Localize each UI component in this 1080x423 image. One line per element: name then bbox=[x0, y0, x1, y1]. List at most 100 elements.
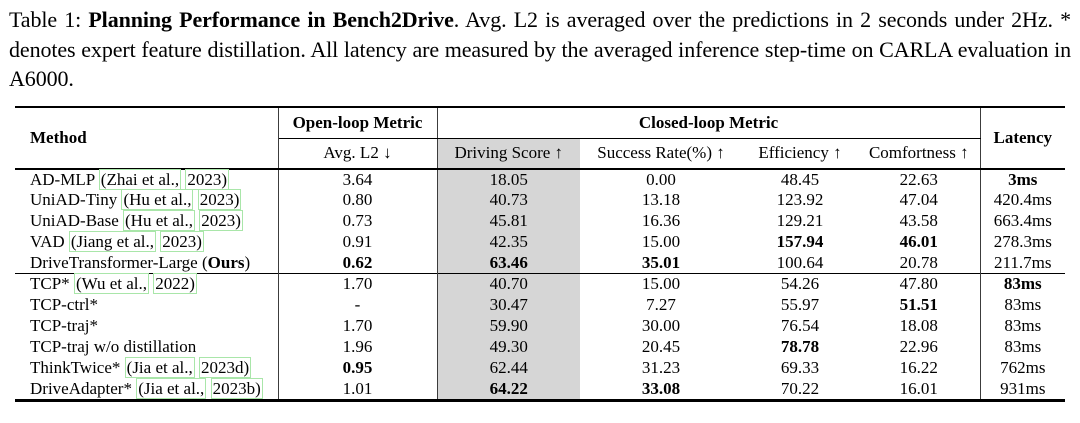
table-row: VAD (Jiang et al., 2023) 0.91 42.35 15.00 15… bbox=[15, 231, 1066, 253]
method-cell: TCP* (Wu et al., 2022) bbox=[15, 273, 279, 295]
value-cell: 15.00 bbox=[641, 274, 681, 294]
table-row: TCP* (Wu et al., 2022) 1.70 40.70 15.00 54.2… bbox=[15, 273, 1066, 295]
citation-link[interactable]: 2023b) bbox=[210, 377, 263, 399]
value-cell: 0.62 bbox=[278, 252, 438, 274]
table-row: AD-MLP (Zhai et al., 2023) 3.64 18.05 0.00 4… bbox=[15, 168, 1066, 190]
citation-link[interactable]: (Jiang et al., bbox=[68, 231, 156, 252]
value-cell: 30.00 bbox=[641, 316, 681, 335]
value-cell: 211.7ms bbox=[979, 252, 1066, 274]
method-text: AD-MLP bbox=[30, 169, 99, 189]
citation-link[interactable]: (Jia et al., bbox=[136, 377, 207, 399]
table-row: TCP-ctrl* -30.47 7.27 55.97 51.51 83ms bbox=[15, 294, 1066, 316]
method-text: Ours bbox=[207, 252, 245, 272]
value-cell: 931ms bbox=[979, 378, 1066, 400]
value-cell: 1.96 bbox=[278, 336, 438, 358]
value-cell: 1.70 bbox=[278, 273, 438, 295]
value-cell: 7.27 bbox=[646, 295, 676, 314]
value-cell: 16.36 bbox=[641, 211, 681, 230]
value-cell: 49.30 bbox=[437, 336, 580, 358]
table-row: DriveAdapter* (Jia et al., 2023b) 1.01 64.… bbox=[15, 377, 1066, 400]
method-cell: UniAD-Base (Hu et al., 2023) bbox=[15, 210, 279, 232]
table-caption: Table 1: Planning Performance in Bench2D… bbox=[9, 5, 1071, 94]
value-cell: 40.70 bbox=[437, 273, 580, 295]
value-cell: 0.00 bbox=[646, 169, 676, 189]
value-cell: 43.58 bbox=[899, 211, 938, 230]
value-cell: 22.63 bbox=[899, 169, 938, 189]
value-cell: 663.4ms bbox=[979, 210, 1066, 232]
value-cell: 70.22 bbox=[780, 378, 820, 398]
col-subheader-3: Efficiency ↑ bbox=[758, 143, 842, 163]
value-cell: 20.78 bbox=[899, 252, 938, 272]
method-text: TCP-traj w/o distillation bbox=[30, 337, 197, 356]
value-cell: 15.00 bbox=[641, 232, 681, 251]
value-cell: 123.92 bbox=[776, 190, 824, 209]
value-cell: 40.73 bbox=[437, 189, 580, 211]
value-cell: 13.18 bbox=[641, 190, 681, 209]
table-row: DriveTransformer-Large (Ours) 0.62 63.46 35… bbox=[15, 252, 1066, 274]
value-cell: 0.95 bbox=[278, 357, 438, 379]
method-text: TCP-ctrl* bbox=[30, 295, 98, 314]
table-row: ThinkTwice* (Jia et al., 2023d) 0.95 62.44… bbox=[15, 357, 1066, 379]
value-cell: 83ms bbox=[979, 315, 1066, 337]
value-cell: 1.01 bbox=[278, 378, 438, 400]
value-cell: 42.35 bbox=[437, 231, 580, 253]
citation-link[interactable]: 2022) bbox=[153, 273, 197, 295]
method-text: DriveTransformer-Large ( bbox=[30, 252, 208, 272]
caption-label: Table 1: bbox=[9, 7, 89, 32]
method-text: UniAD-Tiny bbox=[30, 190, 122, 209]
col-header-method: Method bbox=[15, 106, 279, 169]
col-header-latency: Latency bbox=[979, 106, 1066, 169]
table-group-baselines: AD-MLP (Zhai et al., 2023) 3.64 18.05 0.00 4… bbox=[15, 168, 1066, 274]
value-cell: 129.21 bbox=[776, 211, 824, 230]
value-cell: 48.45 bbox=[780, 169, 820, 189]
value-cell: 0.91 bbox=[278, 231, 438, 253]
value-cell: 0.80 bbox=[278, 189, 438, 211]
citation-link[interactable]: (Hu et al., bbox=[121, 189, 194, 210]
citation-link[interactable]: 2023) bbox=[160, 231, 204, 252]
value-cell: 30.47 bbox=[437, 294, 580, 316]
table-group-distillation: TCP* (Wu et al., 2022) 1.70 40.70 15.00 54.2… bbox=[15, 273, 1066, 400]
value-cell: 55.97 bbox=[780, 295, 820, 314]
method-cell: VAD (Jiang et al., 2023) bbox=[15, 231, 279, 253]
value-cell: 83ms bbox=[979, 336, 1066, 358]
method-cell: DriveTransformer-Large (Ours) bbox=[15, 252, 279, 274]
method-cell: TCP-traj w/o distillation bbox=[15, 336, 279, 358]
caption-body: . Avg. L2 is averaged over the predictio… bbox=[9, 7, 1071, 91]
citation-link[interactable]: 2023) bbox=[199, 210, 243, 231]
value-cell: 45.81 bbox=[437, 210, 580, 232]
group-header-row: Method Open-loop Metric Closed-loop Metr… bbox=[15, 106, 1066, 169]
method-text: UniAD-Base bbox=[30, 211, 124, 230]
col-subheader-1: Driving Score ↑ bbox=[437, 138, 580, 169]
method-text: ThinkTwice* bbox=[30, 358, 125, 377]
value-cell: 31.23 bbox=[641, 358, 681, 377]
citation-link[interactable]: (Hu et al., bbox=[123, 210, 195, 231]
value-cell: 157.94 bbox=[776, 232, 824, 251]
table-header: Method Open-loop Metric Closed-loop Metr… bbox=[15, 106, 1066, 169]
col-subheader-0: Avg. L2 ↓ bbox=[278, 138, 438, 169]
citation-link[interactable]: 2023d) bbox=[199, 357, 252, 378]
value-cell: 69.33 bbox=[780, 358, 820, 377]
value-cell: 76.54 bbox=[780, 316, 820, 335]
citation-link[interactable]: 2023) bbox=[197, 189, 242, 210]
value-cell: 59.90 bbox=[437, 315, 580, 337]
value-cell: 3.64 bbox=[278, 168, 438, 190]
table-row: UniAD-Base (Hu et al., 2023) 0.73 45.81 16.… bbox=[15, 210, 1066, 232]
value-cell: 20.45 bbox=[641, 337, 681, 356]
method-text: ) bbox=[244, 252, 251, 272]
value-cell: 3ms bbox=[979, 168, 1066, 190]
value-cell: 54.26 bbox=[780, 274, 820, 294]
value-cell: 35.01 bbox=[641, 252, 681, 272]
citation-link[interactable]: (Wu et al., bbox=[73, 273, 150, 295]
col-subheader-2: Success Rate(%) ↑ bbox=[597, 143, 725, 163]
table-row: TCP-traj* 1.70 59.90 30.00 76.54 18.08 83ms bbox=[15, 315, 1066, 337]
method-cell: UniAD-Tiny (Hu et al., 2023) bbox=[15, 189, 279, 211]
subheader-row: Avg. L2 ↓ Driving Score ↑ Success Rate(%) … bbox=[15, 138, 1065, 169]
citation-link[interactable]: (Zhai et al., bbox=[98, 168, 182, 190]
method-cell: DriveAdapter* (Jia et al., 2023b) bbox=[15, 377, 279, 400]
table-row: TCP-traj w/o distillation 1.96 49.30 20.45 7… bbox=[15, 336, 1066, 358]
value-cell: 16.22 bbox=[899, 358, 938, 377]
citation-link[interactable]: 2023) bbox=[185, 168, 230, 190]
caption-title: Planning Performance in Bench2Drive bbox=[88, 7, 454, 32]
value-cell: 62.44 bbox=[437, 357, 580, 379]
citation-link[interactable]: (Jia et al., bbox=[124, 357, 195, 378]
